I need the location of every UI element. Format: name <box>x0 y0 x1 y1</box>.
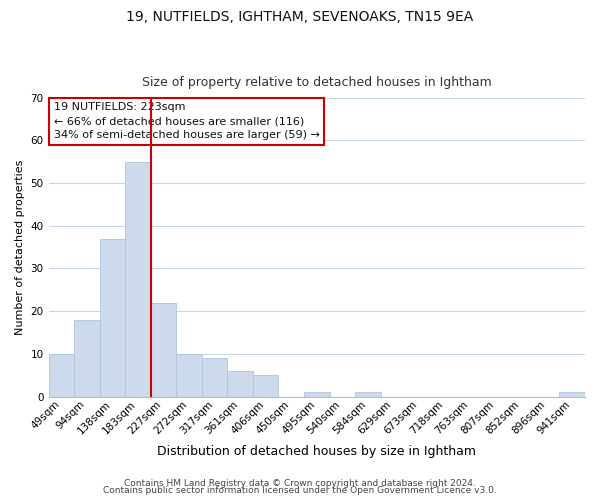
Title: Size of property relative to detached houses in Ightham: Size of property relative to detached ho… <box>142 76 491 90</box>
Bar <box>355 392 380 396</box>
Bar <box>176 354 202 397</box>
Text: Contains public sector information licensed under the Open Government Licence v3: Contains public sector information licen… <box>103 486 497 495</box>
Bar <box>74 320 100 396</box>
Bar <box>202 358 227 397</box>
Bar <box>49 354 74 397</box>
Bar <box>100 238 125 396</box>
Bar <box>559 392 585 396</box>
Bar <box>125 162 151 396</box>
X-axis label: Distribution of detached houses by size in Ightham: Distribution of detached houses by size … <box>157 444 476 458</box>
Y-axis label: Number of detached properties: Number of detached properties <box>15 160 25 335</box>
Bar <box>253 375 278 396</box>
Bar <box>227 371 253 396</box>
Bar <box>304 392 329 396</box>
Bar <box>151 302 176 396</box>
Text: 19, NUTFIELDS, IGHTHAM, SEVENOAKS, TN15 9EA: 19, NUTFIELDS, IGHTHAM, SEVENOAKS, TN15 … <box>127 10 473 24</box>
Text: 19 NUTFIELDS: 223sqm
← 66% of detached houses are smaller (116)
34% of semi-deta: 19 NUTFIELDS: 223sqm ← 66% of detached h… <box>54 102 320 140</box>
Text: Contains HM Land Registry data © Crown copyright and database right 2024.: Contains HM Land Registry data © Crown c… <box>124 478 476 488</box>
